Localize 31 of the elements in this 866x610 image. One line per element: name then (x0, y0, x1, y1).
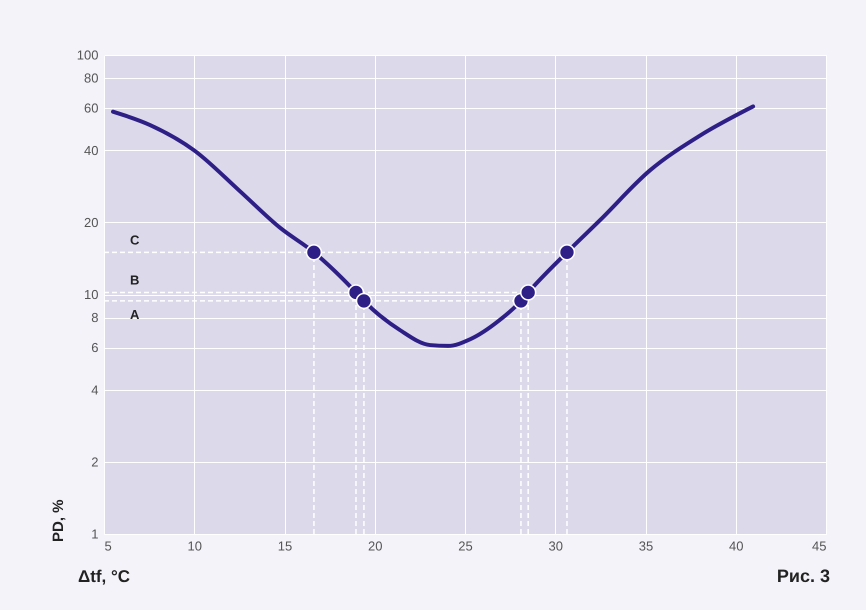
ref-line-label: C (130, 232, 140, 248)
x-tick-label: 5 (104, 538, 112, 554)
point (520, 284, 536, 301)
y-tick-label: 60 (84, 100, 98, 116)
point (558, 244, 576, 260)
ref-line-label: A (130, 306, 140, 322)
y-tick-label: 8 (91, 310, 98, 326)
text: Рис. 3 (776, 566, 830, 586)
x-tick-label: 20 (368, 538, 382, 554)
y-tick-label: 20 (84, 214, 98, 230)
x-tick-label: 35 (638, 538, 654, 554)
x-tick-label: 25 (458, 538, 473, 554)
ref-line-label: B (130, 272, 140, 288)
y-axis-title: PD, % (50, 499, 67, 542)
y-tick-label: 10 (84, 287, 98, 302)
point (356, 292, 372, 310)
x-tick-label: 15 (278, 538, 292, 554)
x-tick-label: 30 (548, 538, 563, 554)
y-tick-label: 4 (91, 382, 98, 398)
y-tick-label: 2 (91, 454, 98, 470)
y-tick-label: 80 (84, 70, 98, 86)
y-tick-label: 6 (91, 340, 98, 356)
x-tick-label: 40 (729, 538, 744, 554)
point (306, 244, 322, 260)
x-axis-title: Δtf, °C (78, 567, 130, 586)
y-tick-label: 1 (91, 526, 98, 542)
line-series (111, 104, 756, 348)
x-tick-label: 45 (812, 538, 826, 554)
y-tick-label: 40 (84, 142, 98, 158)
x-tick-label: 10 (188, 538, 202, 554)
y-tick-label: 100 (76, 48, 98, 62)
